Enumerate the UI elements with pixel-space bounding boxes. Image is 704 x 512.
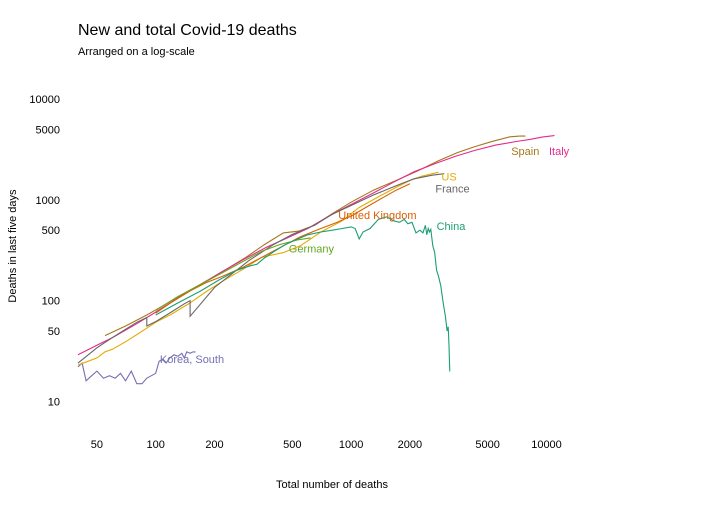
x-tick-label: 50 xyxy=(91,439,103,451)
x-axis-ticks: 50 100 200 500 1000 2000 5000 10000 xyxy=(91,439,562,451)
series-labels: Korea, South US Spain Italy France United Kin… xyxy=(160,146,570,366)
x-tick-label: 1000 xyxy=(339,439,363,451)
series-lines xyxy=(77,135,555,385)
series-line-germany xyxy=(155,237,311,311)
y-tick-label: 5000 xyxy=(36,125,60,137)
y-tick-label: 50 xyxy=(48,326,60,338)
x-tick-label: 100 xyxy=(147,439,165,451)
y-axis-label: Deaths in last five days xyxy=(7,189,19,303)
series-label-france: France xyxy=(435,184,469,196)
y-tick-label: 10000 xyxy=(29,94,60,106)
y-tick-label: 100 xyxy=(42,296,60,308)
x-axis-label: Total number of deaths xyxy=(276,479,388,491)
series-label-spain: Spain xyxy=(511,146,539,158)
series-line-china xyxy=(155,216,451,372)
series-line-france xyxy=(77,173,445,364)
series-label-us: US xyxy=(441,172,456,184)
y-tick-label: 500 xyxy=(42,225,60,237)
series-label-united-kingdom: United Kingdom xyxy=(338,210,416,222)
x-tick-label: 500 xyxy=(283,439,301,451)
x-tick-label: 5000 xyxy=(475,439,499,451)
x-tick-label: 10000 xyxy=(531,439,562,451)
series-label-china: China xyxy=(437,221,467,233)
series-label-germany: Germany xyxy=(289,244,335,256)
series-label-korea-south: Korea, South xyxy=(160,354,224,366)
chart-title: New and total Covid-19 deaths xyxy=(78,22,297,39)
series-label-italy: Italy xyxy=(549,146,570,158)
y-axis-ticks: 10 50 100 500 1000 5000 10000 xyxy=(29,94,60,408)
x-tick-label: 200 xyxy=(205,439,223,451)
y-tick-label: 1000 xyxy=(36,195,60,207)
y-tick-label: 10 xyxy=(48,396,60,408)
series-line-united-kingdom xyxy=(155,183,411,314)
chart-subtitle: Arranged on a log-scale xyxy=(78,46,195,58)
series-line-us xyxy=(77,171,439,366)
series-line-korea-south xyxy=(77,351,196,385)
x-tick-label: 2000 xyxy=(398,439,422,451)
